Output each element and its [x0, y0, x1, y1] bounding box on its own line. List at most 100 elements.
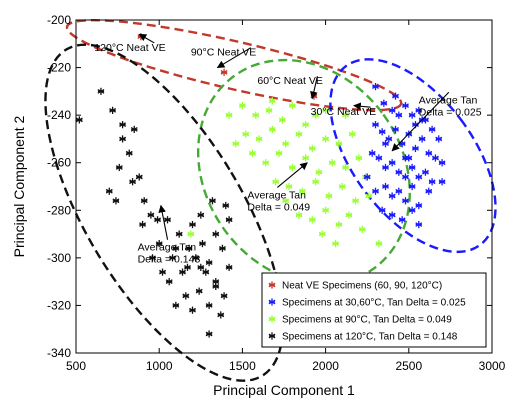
cluster-ellipse-3 [196, 58, 411, 286]
data-point-series2-44 [395, 111, 403, 119]
data-point-series3-16 [322, 135, 330, 143]
data-point-series3-15 [308, 144, 316, 153]
annotation-label-6-line2: Delta = 0.049 [247, 201, 310, 213]
y-tick-label-7: -320 [47, 298, 71, 312]
data-point-series3-41 [375, 239, 383, 248]
annotation-arrow-4 [353, 102, 371, 111]
data-point-series4-13 [155, 239, 163, 248]
data-point-series4-34 [165, 278, 173, 286]
x-tick-label-1: 500 [66, 359, 86, 373]
data-point-series2-5 [408, 111, 416, 119]
data-point-series3-42 [282, 197, 290, 205]
data-point-series2-8 [428, 125, 436, 134]
data-point-series4-10 [140, 197, 148, 205]
data-point-series3-4 [265, 106, 273, 114]
data-point-series3-11 [255, 135, 263, 143]
data-point-series3-46 [248, 149, 256, 157]
annotation-arrow-1 [138, 33, 155, 44]
cluster-ellipse-2 [329, 58, 497, 254]
data-point-series4-1 [75, 116, 83, 124]
data-point-series2-46 [405, 154, 413, 162]
data-point-series2-18 [425, 149, 433, 157]
x-tick-label-5: 2500 [395, 359, 422, 373]
annotation-label-5-line2: Delta = 0.025 [419, 106, 482, 118]
annotation-label-7-line2: Delta = 0.148 [138, 254, 201, 266]
data-point-series3-17 [335, 140, 343, 148]
data-point-series3-38 [335, 220, 343, 229]
plot-frame [75, 19, 493, 354]
annotation-label-3: 60°C Neat VE [257, 75, 322, 87]
x-tick-label-2: 1000 [146, 359, 173, 373]
data-point-series4-44 [172, 244, 180, 252]
data-point-series3-9 [322, 106, 330, 114]
data-point-series2-49 [378, 206, 386, 214]
data-point-series3-7 [302, 121, 310, 129]
data-point-series3-13 [282, 140, 290, 148]
data-point-series4-33 [172, 301, 180, 310]
y-tick-label-5: -280 [47, 203, 71, 217]
legend-marker-3 [268, 315, 276, 323]
data-point-series4-39 [222, 201, 230, 210]
data-point-series3-24 [328, 159, 336, 167]
data-point-series3-8 [312, 111, 320, 119]
data-point-series2-12 [385, 135, 393, 143]
data-point-series2-6 [415, 106, 423, 114]
data-point-series4-30 [205, 301, 213, 310]
data-point-series2-41 [363, 173, 371, 181]
data-point-series3-48 [342, 111, 350, 119]
data-point-series3-49 [232, 140, 240, 148]
legend: Neat VE Specimens (60, 90, 120°C) Specime… [261, 272, 487, 348]
x-axis-title: Principal Component 1 [213, 382, 355, 398]
data-point-series2-47 [425, 187, 433, 195]
data-point-series3-36 [308, 216, 316, 224]
data-point-series2-34 [402, 197, 409, 205]
data-point-series2-16 [412, 144, 419, 153]
annotation-arrow-3 [310, 76, 318, 100]
data-point-series4-3 [109, 106, 117, 114]
data-point-series2-29 [421, 168, 429, 176]
data-point-series4-42 [130, 125, 138, 134]
data-point-series4-15 [169, 254, 176, 262]
data-point-series4-26 [225, 263, 233, 271]
data-point-series2-17 [418, 135, 426, 143]
data-point-series4-14 [164, 216, 171, 224]
x-tick-label-4: 2000 [312, 359, 339, 373]
data-point-series4-47 [154, 216, 161, 224]
data-point-series2-39 [408, 206, 416, 214]
data-point-series2-48 [438, 178, 446, 186]
data-point-series3-37 [322, 206, 330, 214]
data-point-series3-18 [348, 130, 356, 138]
data-point-series3-3 [252, 111, 260, 119]
data-point-series2-52 [388, 106, 396, 114]
data-point-series4-8 [129, 178, 137, 186]
legend-label-3: Specimens at 90°C, Tan Delta = 0.049 [282, 315, 452, 326]
annotation-arrow-7 [158, 204, 169, 240]
data-point-series2-21 [368, 149, 376, 157]
data-point-series4-50 [220, 292, 228, 300]
data-point-series2-13 [392, 125, 399, 134]
data-point-series4-38 [225, 216, 233, 224]
data-point-series2-22 [375, 154, 383, 162]
data-point-series4-27 [212, 230, 220, 238]
annotation-label-2: 90°C Neat VE [191, 47, 256, 59]
data-point-series4-5 [125, 149, 133, 157]
data-point-series2-23 [382, 163, 389, 172]
data-point-series3-40 [358, 225, 366, 233]
data-point-series4-23 [205, 259, 213, 267]
data-point-series3-50 [187, 230, 195, 238]
cluster-ellipses [44, 19, 497, 382]
data-point-series3-21 [288, 163, 296, 172]
data-point-series3-30 [298, 187, 306, 195]
legend-label-4: Specimens at 120°C, Tan Delta = 0.148 [282, 332, 458, 343]
data-point-series4-46 [184, 263, 191, 271]
data-point-series4-43 [112, 197, 120, 205]
legend-label-2: Specimens at 30,60°C, Tan Delta = 0.025 [282, 298, 466, 309]
data-point-series3-33 [338, 182, 346, 191]
annotation-label-4: 30°C Neat VE [311, 106, 376, 118]
data-point-series2-27 [408, 163, 416, 172]
axes: 500 1000 1500 2000 2500 3000 -200 -220 -240 -260 -… [11, 13, 506, 398]
data-point-series4-49 [197, 263, 205, 271]
legend-box [261, 272, 487, 348]
data-point-series2-45 [382, 140, 389, 148]
data-point-series2-50 [402, 173, 409, 181]
